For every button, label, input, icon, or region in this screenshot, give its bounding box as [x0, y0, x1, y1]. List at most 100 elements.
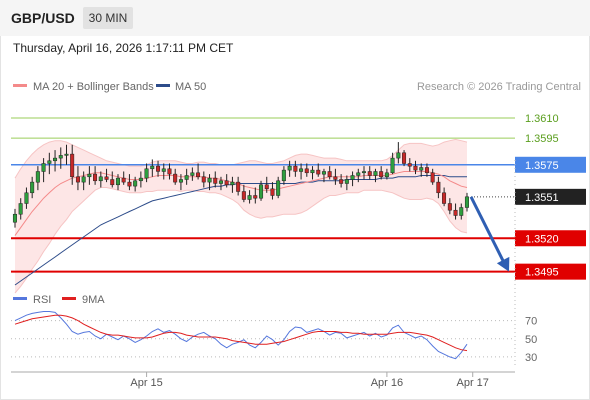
forecast-arrow-shaft — [469, 196, 507, 266]
candle[interactable] — [184, 175, 189, 180]
candle[interactable] — [144, 168, 149, 179]
chart-header: GBP/USD 30 MIN — [0, 0, 590, 36]
candle[interactable] — [150, 165, 155, 170]
candle[interactable] — [379, 171, 384, 178]
candle[interactable] — [316, 169, 321, 175]
candle[interactable] — [190, 172, 195, 176]
candle[interactable] — [424, 167, 429, 174]
ma50-legend-label: MA 50 — [175, 81, 206, 93]
candle[interactable] — [24, 192, 29, 204]
candle[interactable] — [224, 180, 229, 186]
candle[interactable] — [442, 192, 447, 204]
last-price-label: 1.3551 — [525, 192, 559, 204]
candle[interactable] — [459, 207, 464, 216]
candle[interactable] — [87, 173, 92, 178]
bollinger-upper-line — [14, 138, 468, 179]
candle[interactable] — [321, 171, 326, 175]
candle[interactable] — [430, 172, 435, 183]
x-axis-tick-label: Apr 17 — [457, 377, 489, 389]
candle[interactable] — [201, 176, 206, 183]
candle[interactable] — [104, 176, 109, 180]
candle[interactable] — [281, 169, 286, 182]
candle[interactable] — [218, 180, 223, 184]
candle[interactable] — [407, 163, 412, 167]
candle[interactable] — [18, 203, 23, 215]
ma9-legend-label: 9MA — [82, 294, 105, 306]
candle[interactable] — [402, 152, 407, 164]
candle[interactable] — [110, 179, 115, 186]
candle[interactable] — [453, 209, 458, 216]
candle[interactable] — [58, 155, 63, 159]
timeframe-button[interactable]: 30 MIN — [83, 7, 133, 29]
forecast-arrowhead — [496, 256, 510, 272]
candle[interactable] — [30, 181, 35, 194]
candle[interactable] — [138, 177, 143, 182]
candle[interactable] — [339, 179, 344, 184]
candle[interactable] — [287, 165, 292, 171]
candle[interactable] — [344, 179, 349, 184]
candle[interactable] — [121, 177, 126, 183]
candle[interactable] — [178, 179, 183, 183]
candle[interactable] — [64, 153, 69, 156]
candle[interactable] — [115, 177, 120, 186]
candle[interactable] — [47, 160, 52, 164]
candle[interactable] — [276, 180, 281, 196]
candle[interactable] — [419, 167, 424, 171]
candle[interactable] — [161, 168, 166, 172]
candle[interactable] — [327, 171, 332, 178]
candle[interactable] — [333, 176, 338, 180]
candle[interactable] — [464, 196, 469, 208]
candle[interactable] — [173, 173, 178, 183]
candle[interactable] — [356, 172, 361, 176]
bollinger-lower-line — [14, 187, 468, 294]
candle[interactable] — [196, 172, 201, 178]
rsi-tick-label: 50 — [525, 334, 537, 346]
last-price-tag — [515, 188, 586, 205]
candle[interactable] — [230, 181, 235, 186]
candle[interactable] — [75, 176, 80, 183]
candle[interactable] — [447, 203, 452, 211]
candle[interactable] — [436, 181, 441, 194]
level-tag-1.3495 — [515, 263, 586, 280]
candle[interactable] — [247, 195, 252, 200]
candle[interactable] — [167, 168, 172, 175]
candle[interactable] — [264, 184, 269, 190]
candle[interactable] — [413, 165, 418, 171]
candle[interactable] — [310, 169, 315, 174]
candle[interactable] — [207, 177, 212, 183]
x-axis-tick-label: Apr 15 — [130, 377, 162, 389]
candle[interactable] — [213, 177, 218, 184]
candle[interactable] — [253, 195, 258, 199]
candle[interactable] — [81, 176, 86, 183]
candle[interactable] — [70, 153, 75, 178]
candle[interactable] — [373, 171, 378, 176]
rsi-legend-swatch — [13, 297, 27, 300]
ma9-legend-swatch — [62, 297, 76, 300]
candle[interactable] — [270, 188, 275, 196]
candle[interactable] — [133, 180, 138, 187]
candle[interactable] — [156, 165, 161, 172]
ma20-legend-label: MA 20 + Bollinger Bands — [33, 81, 154, 93]
candle[interactable] — [53, 157, 58, 162]
candle[interactable] — [293, 165, 298, 172]
candle[interactable] — [93, 173, 98, 182]
candle[interactable] — [396, 152, 401, 159]
candle[interactable] — [12, 213, 17, 223]
candle[interactable] — [98, 176, 103, 182]
candle[interactable] — [35, 171, 40, 183]
candle[interactable] — [384, 172, 389, 178]
candle[interactable] — [236, 181, 241, 192]
candle[interactable] — [350, 175, 355, 180]
candle[interactable] — [127, 181, 132, 187]
level-label-1.3610: 1.3610 — [525, 113, 559, 125]
candle[interactable] — [41, 163, 46, 172]
candle[interactable] — [367, 171, 372, 176]
candle[interactable] — [304, 168, 309, 174]
candle[interactable] — [259, 184, 264, 199]
candle[interactable] — [390, 157, 395, 174]
candle[interactable] — [241, 191, 246, 200]
candle[interactable] — [361, 171, 366, 174]
level-tag-1.3520 — [515, 230, 586, 247]
candle[interactable] — [299, 168, 304, 172]
